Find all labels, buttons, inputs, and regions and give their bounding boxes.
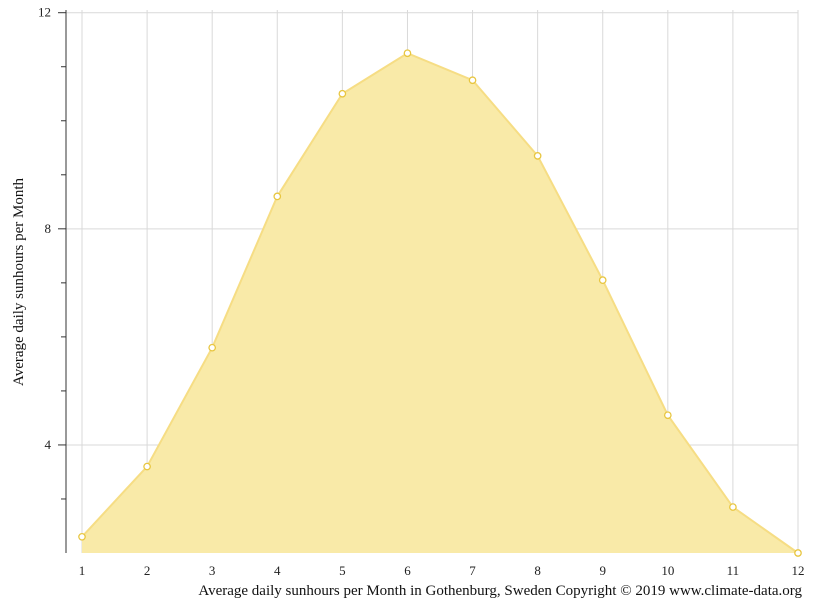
data-point	[533, 152, 542, 160]
x-tick-label: 8	[534, 563, 541, 578]
data-point	[143, 462, 151, 471]
series-area	[82, 53, 798, 554]
x-tick-label: 5	[339, 563, 346, 578]
x-tick-label: 1	[79, 563, 86, 578]
series-line	[81, 52, 799, 554]
x-tick-label: 6	[404, 563, 411, 578]
data-point	[468, 76, 477, 85]
data-point	[598, 276, 607, 284]
x-tick-label: 12	[792, 563, 805, 578]
data-point	[794, 549, 802, 557]
data-point	[403, 49, 412, 58]
data-point	[208, 343, 217, 352]
x-tick-label: 4	[274, 563, 281, 578]
x-tick-label: 2	[144, 563, 151, 578]
chart-caption: Average daily sunhours per Month in Goth…	[198, 583, 802, 599]
x-tick-label: 10	[661, 563, 674, 578]
x-tick-label: 7	[469, 563, 476, 578]
area-series	[81, 52, 799, 554]
x-tick-label: 9	[599, 563, 606, 578]
x-tick-label: 3	[209, 563, 216, 578]
data-point	[729, 503, 737, 511]
data-points	[78, 49, 802, 557]
data-point	[663, 411, 672, 420]
data-point	[338, 89, 347, 98]
y-axis-title: Average daily sunhours per Month	[11, 178, 27, 387]
data-point	[273, 192, 282, 201]
y-tick-label: 12	[38, 5, 51, 20]
x-tick-label: 11	[727, 563, 740, 578]
y-tick-label: 4	[45, 437, 52, 452]
y-tick-label: 8	[45, 221, 52, 236]
axes	[58, 10, 67, 553]
data-point	[78, 532, 86, 541]
